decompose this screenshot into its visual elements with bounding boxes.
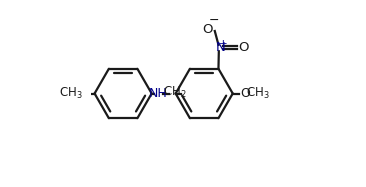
Text: CH$_3$: CH$_3$ xyxy=(246,86,270,101)
Text: O: O xyxy=(202,23,213,36)
Text: N: N xyxy=(216,41,225,54)
Text: O: O xyxy=(240,87,250,100)
Text: CH$_2$: CH$_2$ xyxy=(163,85,187,100)
Text: O: O xyxy=(239,41,249,54)
Text: CH$_3$: CH$_3$ xyxy=(59,86,83,101)
Text: −: − xyxy=(209,14,219,27)
Text: NH: NH xyxy=(149,87,168,100)
Text: +: + xyxy=(219,39,228,49)
